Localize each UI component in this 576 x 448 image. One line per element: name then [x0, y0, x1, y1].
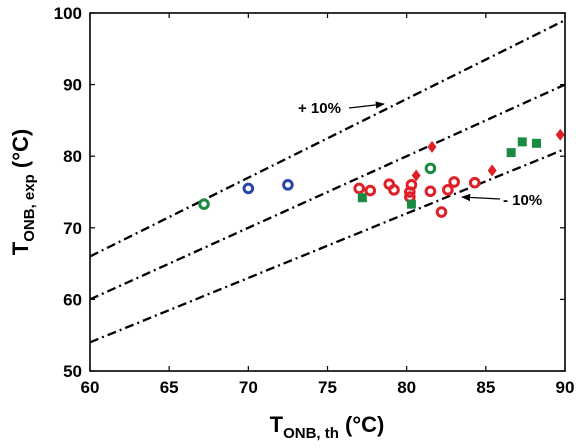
data-point-circle: [424, 162, 437, 175]
data-point-circle: [388, 184, 400, 196]
data-point-square: [506, 148, 516, 158]
y-tick-label: 60: [63, 290, 82, 309]
data-point-circle: [468, 176, 481, 189]
x-tick-label: 60: [81, 378, 100, 397]
data-point-diamond: [555, 128, 565, 141]
x-tick-label: 80: [397, 378, 416, 397]
data-point-circle: [405, 179, 418, 191]
reference-line-0: [90, 19, 565, 258]
annotation-minus-10: - 10%: [503, 192, 542, 209]
x-axis-label: TONB, th (°C): [270, 412, 385, 442]
y-tick-label: 100: [54, 4, 82, 23]
y-tick-label: 80: [63, 147, 82, 166]
reference-line-2: [90, 147, 565, 344]
x-tick-label: 70: [239, 378, 258, 397]
data-point-square: [357, 193, 367, 203]
data-point-circle: [353, 182, 365, 195]
data-point-diamond: [487, 164, 497, 177]
data-point-circle: [242, 182, 255, 195]
reference-line-1: [90, 83, 565, 301]
data-point-circle: [442, 184, 454, 196]
annotation-plus-arrow: [348, 101, 385, 109]
y-tick-label: 90: [63, 76, 82, 95]
x-tick-label: 90: [556, 378, 575, 397]
data-point-circle: [424, 185, 437, 198]
data-point-circle: [198, 198, 210, 210]
data-point-circle: [435, 206, 448, 218]
data-points: [198, 128, 565, 218]
data-point-circle: [282, 179, 294, 191]
y-tick-label: 70: [63, 219, 82, 238]
y-axis-label: TONB, exp (°C): [8, 129, 38, 255]
data-point-diamond: [411, 169, 421, 182]
data-point-circle: [448, 176, 460, 188]
data-point-diamond: [427, 140, 437, 153]
x-tick-label: 65: [160, 378, 179, 397]
y-tick-label: 50: [63, 362, 82, 381]
plot-frame: [89, 12, 566, 372]
data-point-square: [517, 137, 527, 147]
reference-lines: [90, 19, 565, 344]
data-point-circle: [364, 184, 377, 197]
annotation-minus-arrow: [461, 193, 501, 202]
data-point-square: [532, 138, 541, 148]
annotation-plus-10: + 10%: [298, 100, 341, 117]
x-tick-label: 85: [476, 378, 495, 397]
data-point-square: [406, 199, 416, 209]
x-tick-label: 75: [318, 378, 337, 397]
